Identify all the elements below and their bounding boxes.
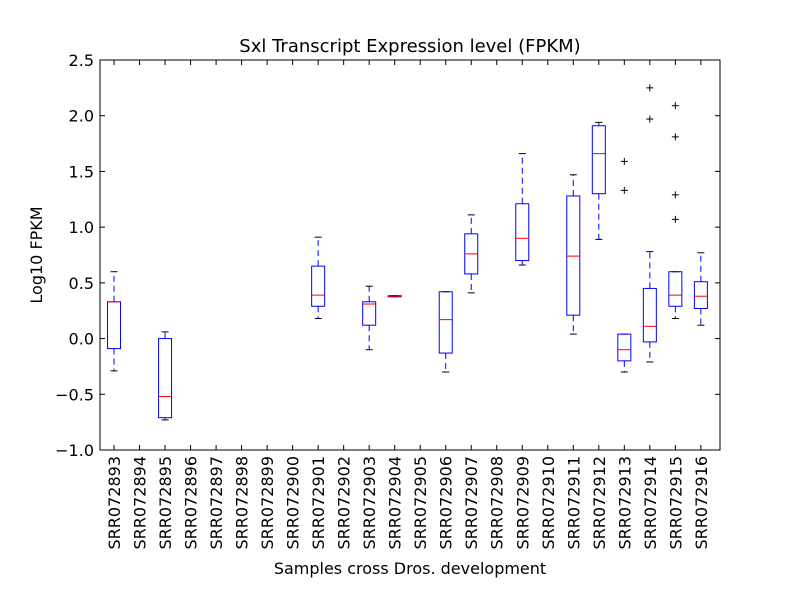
x-tick-label: SRR072899 bbox=[258, 456, 277, 549]
y-tick-label: 0.0 bbox=[69, 330, 94, 349]
x-tick-label: SRR072908 bbox=[488, 456, 507, 549]
y-tick-label: 1.0 bbox=[69, 218, 94, 237]
x-tick-label: SRR072903 bbox=[360, 456, 379, 549]
box-group bbox=[311, 236, 326, 320]
box-group bbox=[107, 271, 122, 372]
box bbox=[158, 338, 173, 419]
box bbox=[566, 195, 581, 316]
box-group bbox=[387, 295, 402, 298]
box bbox=[438, 291, 453, 354]
y-axis: 2.5 2.0 1.5 1.0 0.5 0.0 −0.5 −1.0 bbox=[55, 51, 720, 460]
y-axis-label: Log10 FPKM bbox=[27, 206, 46, 303]
x-tick-label: SRR072916 bbox=[692, 456, 711, 549]
x-axis-label: Samples cross Dros. development bbox=[274, 559, 546, 578]
box-group bbox=[693, 252, 708, 326]
x-tick-label: SRR072904 bbox=[386, 456, 405, 549]
x-tick-label: SRR072905 bbox=[411, 456, 430, 549]
x-tick-label: SRR072910 bbox=[539, 456, 558, 549]
y-tick-label: 1.5 bbox=[69, 162, 94, 181]
y-tick-label: 2.5 bbox=[69, 51, 94, 70]
box-group bbox=[617, 157, 632, 373]
x-tick-label: SRR072906 bbox=[437, 456, 456, 549]
x-tick-label: SRR072907 bbox=[462, 456, 481, 549]
y-tick-label: −0.5 bbox=[55, 385, 94, 404]
box bbox=[591, 125, 606, 195]
x-tick-label: SRR072914 bbox=[641, 456, 660, 549]
box-group bbox=[464, 214, 479, 294]
box bbox=[362, 301, 377, 326]
x-tick-label: SRR072913 bbox=[615, 456, 634, 549]
box-group bbox=[158, 331, 173, 421]
box-group bbox=[591, 121, 606, 240]
x-tick-label: SRR072901 bbox=[309, 456, 328, 549]
x-tick-label: SRR072896 bbox=[182, 456, 201, 549]
y-tick-label: 2.0 bbox=[69, 107, 94, 126]
x-tick-label: SRR072911 bbox=[564, 456, 583, 549]
plot-frame bbox=[99, 59, 721, 451]
x-tick-label: SRR072895 bbox=[156, 456, 175, 549]
x-tick-label: SRR072902 bbox=[335, 456, 354, 549]
box bbox=[311, 265, 326, 307]
box bbox=[642, 287, 657, 343]
x-tick-label: SRR072894 bbox=[131, 456, 150, 549]
box bbox=[617, 333, 632, 362]
x-tick-label: SRR072915 bbox=[666, 456, 685, 549]
x-axis: SRR072893 SRR072894 SRR072895 SRR072896 SRR0… bbox=[105, 60, 711, 549]
box-group bbox=[438, 291, 453, 373]
x-tick-label: SRR072912 bbox=[590, 456, 609, 549]
x-tick-label: SRR072898 bbox=[233, 456, 252, 549]
box bbox=[668, 271, 683, 307]
box bbox=[515, 203, 530, 262]
box-group bbox=[642, 84, 657, 363]
x-tick-label: SRR072909 bbox=[513, 456, 532, 549]
x-tick-label: SRR072900 bbox=[284, 456, 303, 549]
box-group bbox=[566, 174, 581, 335]
box bbox=[107, 301, 122, 350]
box-group bbox=[668, 102, 683, 320]
chart-title: Sxl Transcript Expression level (FPKM) bbox=[239, 36, 580, 57]
y-tick-label: −1.0 bbox=[55, 441, 94, 460]
y-tick-label: 0.5 bbox=[69, 274, 94, 293]
x-tick-label: SRR072897 bbox=[207, 456, 226, 549]
box-group bbox=[362, 285, 377, 351]
box bbox=[693, 281, 708, 309]
plot-area bbox=[107, 84, 708, 421]
box-group bbox=[515, 153, 530, 266]
x-tick-label: SRR072893 bbox=[105, 456, 124, 549]
